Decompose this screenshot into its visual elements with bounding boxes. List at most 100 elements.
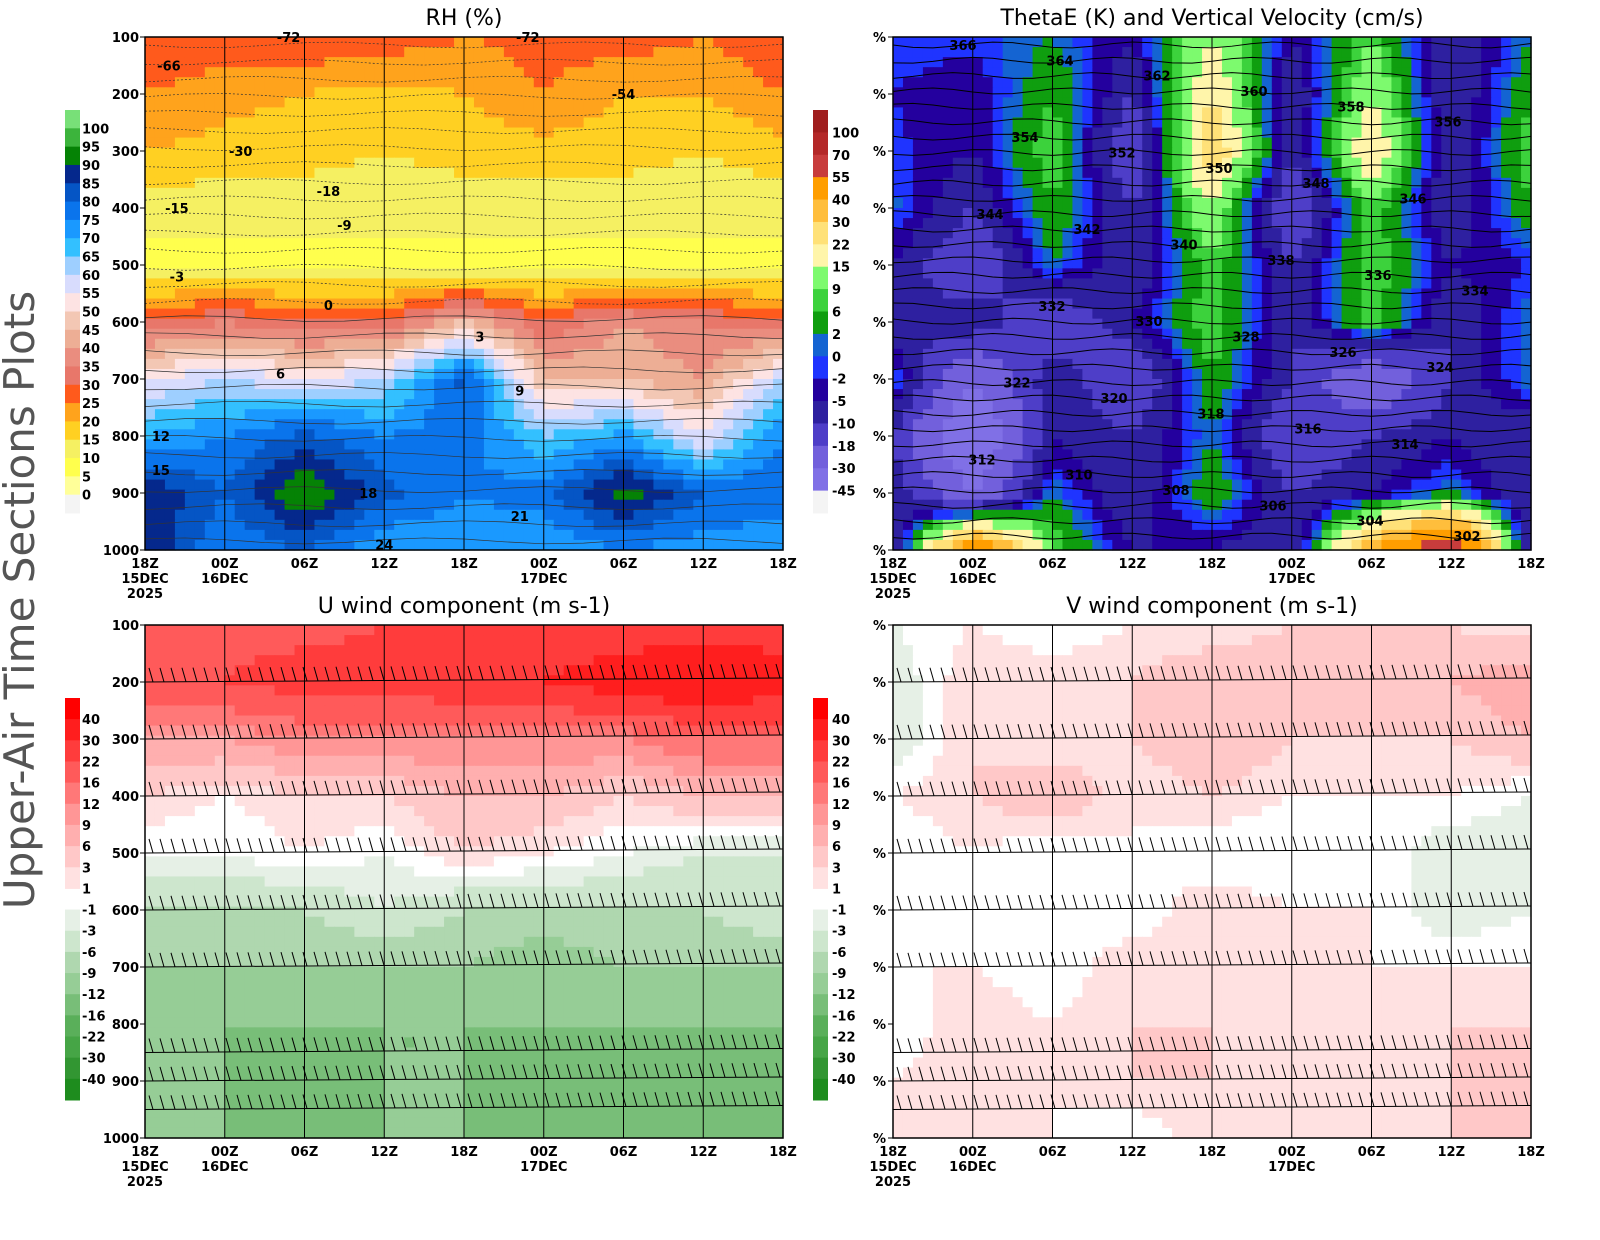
field-cell: [1212, 77, 1223, 88]
field-cell: [554, 268, 565, 279]
field-cell: [1152, 208, 1163, 219]
field-cell: [275, 500, 286, 511]
field-cell: [604, 510, 615, 521]
field-cell: [225, 379, 236, 390]
field-cell: [494, 107, 505, 118]
field-cell: [693, 218, 704, 229]
field-cell: [584, 188, 595, 199]
field-cell: [494, 470, 505, 481]
field-cell: [1282, 218, 1293, 229]
field-cell: [693, 490, 704, 501]
field-cell: [544, 369, 555, 380]
field-cell: [584, 138, 595, 149]
field-cell: [504, 57, 515, 68]
field-cell: [364, 158, 375, 169]
field-cell: [484, 57, 495, 68]
field-cell: [1471, 218, 1482, 229]
field-cell: [673, 339, 684, 350]
field-cell: [235, 459, 246, 470]
field-cell: [554, 117, 565, 128]
field-cell: [225, 228, 236, 239]
field-cell: [255, 67, 266, 78]
field-cell: [1411, 238, 1422, 249]
field-cell: [1013, 67, 1024, 78]
field-cell: [444, 288, 455, 299]
field-cell: [743, 198, 754, 209]
field-cell: [604, 329, 615, 340]
field-cell: [1172, 77, 1183, 88]
field-cell: [285, 288, 296, 299]
field-cell: [653, 128, 664, 139]
field-cell: [205, 540, 216, 551]
field-cell: [953, 228, 964, 239]
field-cell: [1401, 47, 1412, 58]
field-cell: [494, 218, 505, 229]
colorbar-swatch: [65, 275, 80, 294]
field-cell: [1272, 168, 1283, 179]
field-cell: [374, 309, 385, 320]
field-cell: [614, 419, 625, 430]
field-cell: [454, 429, 465, 440]
field-cell: [943, 228, 954, 239]
field-cell: [653, 37, 664, 48]
field-cell: [604, 268, 615, 279]
field-cell: [1421, 178, 1432, 189]
field-cell: [175, 359, 186, 370]
field-cell: [1252, 138, 1263, 149]
field-cell: [763, 87, 774, 98]
field-cell: [643, 288, 654, 299]
field-cell: [414, 299, 425, 310]
field-cell: [384, 228, 395, 239]
field-cell: [1421, 107, 1432, 118]
field-cell: [444, 228, 455, 239]
field-cell: [305, 158, 316, 169]
field-cell: [693, 248, 704, 259]
field-cell: [1212, 268, 1223, 279]
field-cell: [1441, 148, 1452, 159]
field-cell: [1212, 238, 1223, 249]
field-cell: [1072, 67, 1083, 78]
field-cell: [1401, 128, 1412, 139]
field-cell: [624, 228, 635, 239]
field-cell: [763, 258, 774, 269]
field-cell: [703, 540, 714, 551]
field-cell: [643, 218, 654, 229]
field-cell: [933, 47, 944, 58]
field-cell: [1332, 148, 1343, 159]
field-cell: [703, 228, 714, 239]
field-cell: [1132, 97, 1143, 108]
field-cell: [215, 258, 226, 269]
field-cell: [1272, 87, 1283, 98]
field-cell: [1372, 218, 1383, 229]
field-cell: [1212, 278, 1223, 289]
field-cell: [983, 228, 994, 239]
field-cell: [1491, 218, 1502, 229]
field-cell: [604, 399, 615, 410]
field-cell: [903, 107, 914, 118]
field-cell: [653, 248, 664, 259]
field-cell: [265, 97, 276, 108]
field-cell: [753, 490, 764, 501]
field-cell: [1521, 138, 1532, 149]
field-cell: [314, 107, 325, 118]
field-cell: [633, 379, 644, 390]
field-cell: [1372, 107, 1383, 118]
field-cell: [275, 218, 286, 229]
field-cell: [354, 37, 365, 48]
field-cell: [364, 138, 375, 149]
field-cell: [484, 359, 495, 370]
field-cell: [324, 409, 335, 420]
field-cell: [713, 359, 724, 370]
field-cell: [1391, 97, 1402, 108]
field-cell: [314, 77, 325, 88]
field-cell: [1391, 77, 1402, 88]
field-cell: [454, 399, 465, 410]
field-cell: [1152, 258, 1163, 269]
field-cell: [713, 198, 724, 209]
field-cell: [653, 389, 664, 400]
field-cell: [1471, 188, 1482, 199]
field-cell: [474, 409, 485, 420]
field-cell: [773, 309, 784, 320]
field-cell: [484, 228, 495, 239]
field-cell: [624, 359, 635, 370]
